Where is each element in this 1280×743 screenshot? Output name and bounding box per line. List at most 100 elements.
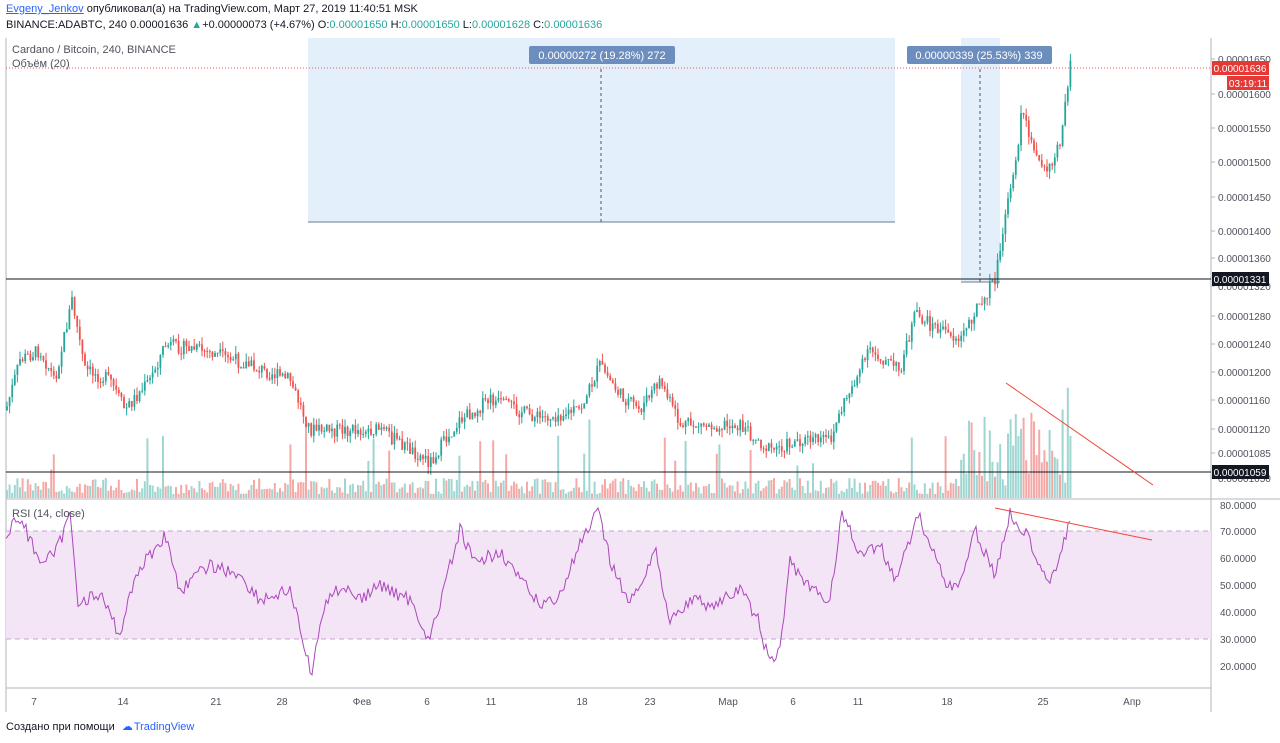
volume-bar (1014, 414, 1017, 498)
candle-body (479, 410, 482, 414)
candle-body (63, 332, 66, 352)
candle-body (835, 422, 838, 432)
volume-bar (627, 479, 630, 498)
time-tick-label: 25 (1037, 697, 1049, 708)
volume-bar (159, 488, 162, 498)
candle-body (268, 378, 271, 380)
candle-body (1038, 155, 1041, 161)
volume-bar (684, 440, 687, 498)
volume-bar (832, 482, 835, 498)
volume-bar (380, 485, 383, 498)
candle-body (947, 329, 950, 333)
candle-body (630, 397, 632, 399)
candle-body (1059, 144, 1061, 146)
candle-body (1035, 150, 1038, 156)
candle-body (578, 406, 580, 409)
candle-body (167, 345, 170, 347)
candle-body (102, 381, 105, 383)
candle-body (357, 430, 359, 434)
candle-body (414, 447, 417, 459)
candle-body (604, 364, 606, 373)
candle-body (809, 435, 812, 443)
candle-body (458, 417, 461, 429)
candle-body (734, 425, 736, 429)
candle-body (957, 338, 960, 341)
candle-body (396, 433, 398, 439)
author-link[interactable]: Evgeny_Jenkov (6, 3, 84, 15)
footer-brand[interactable]: TradingView (133, 721, 195, 733)
candle-body (588, 384, 591, 396)
high-label: H: (390, 19, 402, 31)
candle-body (1004, 214, 1007, 234)
volume-bar (193, 488, 196, 498)
current-price-badge (1212, 61, 1269, 75)
volume-bar (312, 481, 315, 498)
volume-bar (648, 491, 651, 498)
volume-bar (874, 480, 877, 498)
volume-bar (1056, 458, 1059, 498)
volume-bar (575, 478, 578, 498)
time-tick-label: 28 (276, 697, 288, 708)
volume-trendline[interactable] (1005, 382, 1154, 486)
candle-body (996, 259, 999, 285)
candle-body (1061, 125, 1064, 146)
volume-bar (24, 491, 27, 498)
volume-bar (736, 481, 739, 498)
chart-canvas[interactable]: 0.00000272 (19.28%) 272 0.00000339 (25.5… (0, 36, 1280, 716)
volume-bar (931, 482, 934, 498)
candle-body (185, 340, 188, 347)
candle-body (1027, 120, 1030, 137)
candle-body (929, 316, 931, 331)
candle-body (505, 398, 508, 400)
candle-body (24, 353, 27, 362)
tradingview-logo-icon[interactable]: ☁ (121, 721, 133, 733)
candle-body (216, 352, 219, 354)
candle-body (1066, 87, 1069, 102)
volume-bar (388, 450, 391, 498)
candle-body (125, 407, 128, 409)
candle-body (172, 339, 175, 342)
candle-body (760, 439, 762, 449)
volume-bar (721, 478, 723, 498)
rsi-trendline[interactable] (994, 507, 1153, 541)
candle-body (346, 426, 349, 437)
candle-body (71, 297, 73, 310)
volume-bar (37, 486, 40, 498)
candle-body (1053, 157, 1056, 166)
volume-bar (302, 482, 305, 498)
candle-body (775, 446, 778, 450)
candle-body (245, 361, 248, 369)
volume-bar (669, 488, 671, 498)
volume-bar (13, 485, 16, 498)
volume-bar (952, 483, 955, 498)
rsi-line (5, 506, 1071, 676)
candle-body (448, 436, 450, 443)
candle-body (229, 357, 232, 361)
measure-label-2: 0.00000339 (25.53%) 339 (915, 50, 1042, 62)
candle-body (986, 297, 989, 299)
volume-bar (1025, 460, 1028, 498)
volume-bar (591, 493, 593, 498)
volume-bar (97, 486, 99, 498)
level-low-label: 0.00001059 (1214, 468, 1267, 479)
price-axis[interactable]: 0.00001650 0.00001600 0.00001550 0.00001500… (1211, 55, 1271, 485)
candle-body (960, 335, 963, 341)
volume-bar (208, 482, 211, 498)
volume-bar (567, 491, 570, 498)
volume-bar (94, 479, 97, 498)
open-label: O: (317, 19, 330, 31)
volume-bar (510, 485, 513, 498)
volume-bar (19, 487, 21, 498)
volume-bar (99, 487, 102, 498)
time-axis[interactable]: 7 14 21 28 Фев 6 11 18 23 Мар 6 11 18 25 Апр (31, 697, 1141, 708)
chart-area[interactable]: 0.00000272 (19.28%) 272 0.00000339 (25.5… (0, 36, 1280, 716)
volume-bar (29, 484, 32, 498)
candle-body (601, 360, 604, 365)
volume-bar (775, 493, 778, 498)
rsi-axis[interactable]: 80.0000 70.0000 60.0000 50.0000 40.0000 30.00… (1220, 501, 1257, 673)
volume-bar (541, 479, 544, 498)
candle-body (34, 346, 37, 358)
candle-body (999, 250, 1002, 260)
candle-body (370, 428, 372, 435)
candle-body (305, 416, 307, 427)
